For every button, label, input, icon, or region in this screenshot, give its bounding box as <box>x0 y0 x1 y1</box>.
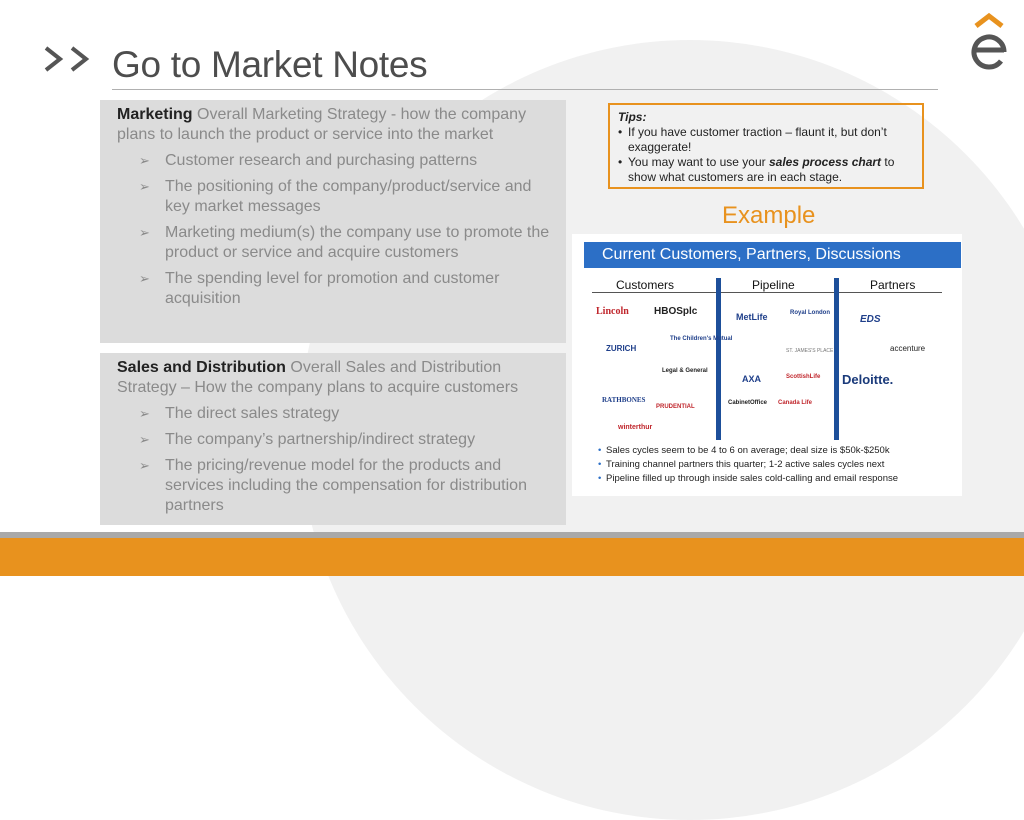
sales-heading: Sales and Distribution <box>117 359 286 376</box>
column-customers: Customers <box>616 278 675 292</box>
logo-rathbones: RATHBONES <box>602 396 646 404</box>
brand-logo-icon <box>971 12 1007 70</box>
list-item: ➢ The pricing/revenue model for the produ… <box>117 456 558 516</box>
logo-hbos: HBOSplc <box>654 306 698 317</box>
marketing-item-2: The positioning of the company/product/s… <box>165 178 532 215</box>
logo-accenture: accenture <box>890 344 926 353</box>
logo-deloitte: Deloitte. <box>842 372 894 387</box>
arrow-bullet-icon: ➢ <box>139 458 150 473</box>
logo-canada-life: Canada Life <box>778 400 813 406</box>
logo-lincoln: Lincoln <box>596 306 629 317</box>
sales-intro: Overall Sales and Distribution Strategy … <box>117 359 519 396</box>
sales-lead: Sales and Distribution Overall Sales and… <box>117 358 558 398</box>
tip-2-post: to show what customers are in each stage… <box>628 155 895 184</box>
example-slide-image: Current Customers, Partners, Discussions… <box>572 234 962 496</box>
logo-childrens-mutual: The Children's Mutual <box>670 336 733 342</box>
column-pipeline: Pipeline <box>752 278 795 292</box>
tip-2-emphasis: sales process chart <box>768 155 882 169</box>
logo-cabinet-office: CabinetOffice <box>728 400 768 406</box>
marketing-item-4: The spending level for promotion and cus… <box>165 270 500 307</box>
footer-orange-bar <box>0 538 1024 576</box>
marketing-heading: Marketing <box>117 106 193 123</box>
column-underline <box>592 292 942 293</box>
logo-legal-general: Legal & General <box>662 368 708 374</box>
logo-eds: EDS <box>860 314 881 325</box>
tip-item: • If you have customer traction – flaunt … <box>618 125 914 155</box>
sales-item-3: The pricing/revenue model for the produc… <box>165 457 527 514</box>
list-item: Sales cycles seem to be 4 to 6 on averag… <box>598 444 898 458</box>
marketing-item-3: Marketing medium(s) the company use to p… <box>165 224 550 261</box>
example-slide-header: Current Customers, Partners, Discussions <box>584 242 961 268</box>
arrow-bullet-icon: ➢ <box>139 406 150 421</box>
arrow-bullet-icon: ➢ <box>139 153 150 168</box>
list-item: ➢ The positioning of the company/product/… <box>117 177 558 217</box>
tips-box: Tips: • If you have customer traction – f… <box>608 103 924 189</box>
logo-metlife: MetLife <box>736 312 768 322</box>
double-chevron-icon <box>44 46 90 72</box>
logo-zurich: ZURICH <box>606 344 637 353</box>
arrow-bullet-icon: ➢ <box>139 432 150 447</box>
list-item: ➢ The company’s partnership/indirect stra… <box>117 430 558 450</box>
marketing-panel: Marketing Overall Marketing Strategy - h… <box>100 100 566 343</box>
logo-scottish-life: ScottishLife <box>786 374 821 380</box>
list-item: Training channel partners this quarter; … <box>598 458 898 472</box>
column-partners: Partners <box>870 278 916 292</box>
column-divider <box>834 278 839 440</box>
column-divider <box>716 278 721 440</box>
list-item: Pipeline filled up through inside sales … <box>598 472 898 486</box>
logo-winterthur: winterthur <box>618 424 653 431</box>
tip-2-pre: You may want to use your <box>628 155 769 169</box>
tips-title: Tips: <box>618 110 647 124</box>
tip-1: If you have customer traction – flaunt i… <box>628 125 887 154</box>
list-item: ➢ Customer research and purchasing patter… <box>117 151 558 171</box>
logo-royal-london: Royal London <box>790 310 830 316</box>
marketing-intro: Overall Marketing Strategy - how the com… <box>117 106 527 143</box>
sales-list: ➢ The direct sales strategy ➢ The company’… <box>117 404 558 516</box>
logo-axa: AXA <box>742 374 762 384</box>
sales-item-2: The company’s partnership/indirect strat… <box>165 431 476 448</box>
list-item: ➢ Marketing medium(s) the company use to … <box>117 223 558 263</box>
logo-prudential: PRUDENTIAL <box>656 404 695 410</box>
example-slide-bullets: Sales cycles seem to be 4 to 6 on averag… <box>598 444 898 486</box>
marketing-list: ➢ Customer research and purchasing patter… <box>117 151 558 309</box>
footer-gray-bar <box>0 532 1024 538</box>
list-item: ➢ The spending level for promotion and cu… <box>117 269 558 309</box>
title-divider <box>112 89 938 90</box>
example-label: Example <box>722 202 816 229</box>
marketing-lead: Marketing Overall Marketing Strategy - h… <box>117 105 558 145</box>
arrow-bullet-icon: ➢ <box>139 225 150 240</box>
arrow-bullet-icon: ➢ <box>139 179 150 194</box>
arrow-bullet-icon: ➢ <box>139 271 150 286</box>
tip-bullet: • <box>618 155 623 169</box>
marketing-item-1: Customer research and purchasing pattern… <box>165 152 478 169</box>
tip-bullet: • <box>618 125 623 139</box>
sales-panel: Sales and Distribution Overall Sales and… <box>100 353 566 525</box>
sales-item-1: The direct sales strategy <box>165 405 340 422</box>
list-item: ➢ The direct sales strategy <box>117 404 558 424</box>
tip-item: • You may want to use your sales process … <box>618 155 914 185</box>
logo-st-james: ST. JAMES'S PLACE <box>786 348 834 354</box>
page-title: Go to Market Notes <box>112 44 428 85</box>
